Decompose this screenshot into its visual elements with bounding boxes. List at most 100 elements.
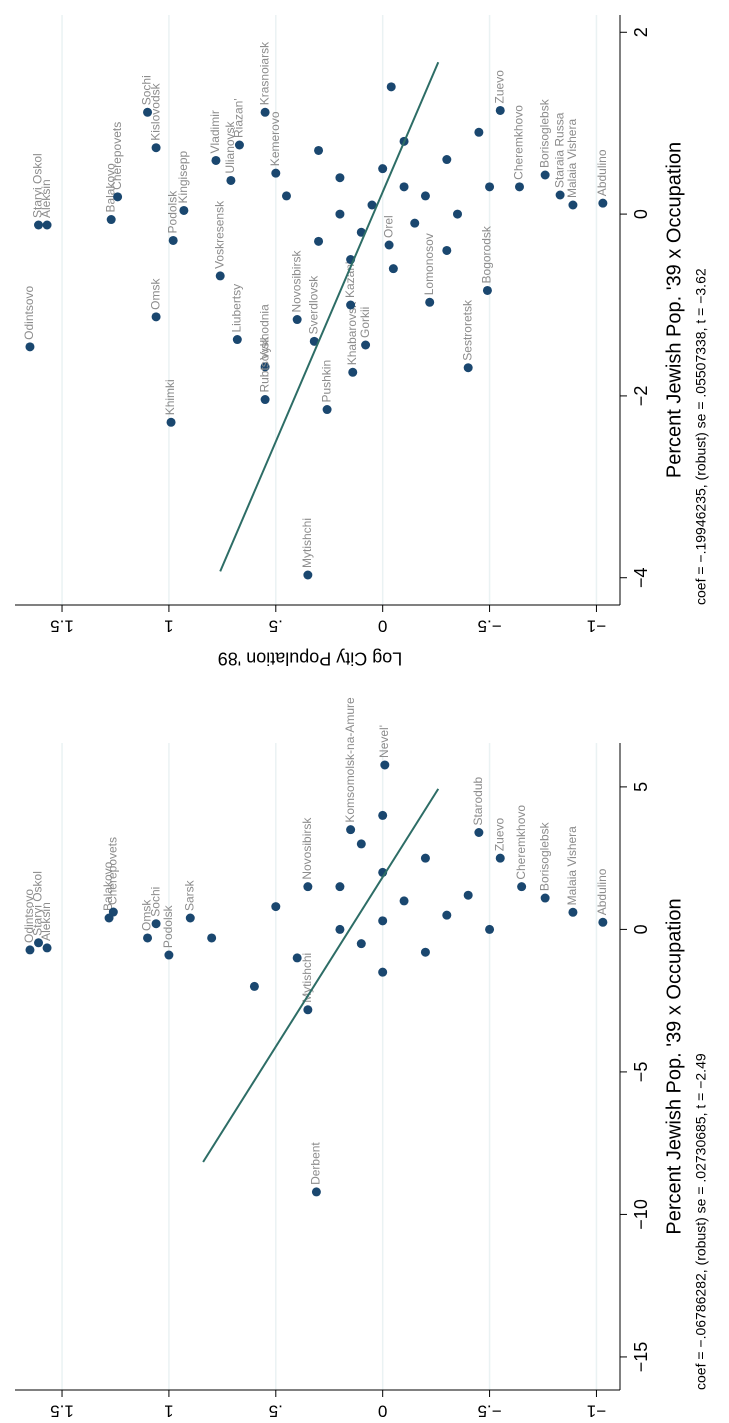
x-tick-label: −10	[631, 1199, 651, 1230]
y-tick-label: −.5	[478, 617, 502, 636]
point	[232, 335, 242, 345]
point	[211, 155, 221, 165]
point	[495, 105, 505, 115]
point-label: Sochi	[140, 75, 154, 105]
point-label: Liubertsy	[229, 284, 243, 333]
point	[346, 300, 356, 310]
point	[367, 200, 377, 210]
point	[540, 893, 550, 903]
point	[425, 297, 435, 307]
point-label: Zuevo	[492, 70, 506, 104]
point	[322, 405, 332, 415]
note: coef = −.06786282, (robust) se = .027306…	[693, 1053, 709, 1390]
point	[215, 271, 225, 281]
point	[151, 919, 161, 929]
point	[361, 340, 371, 350]
point	[442, 155, 452, 165]
point	[335, 209, 345, 219]
point-label: Sverdlovsk	[306, 275, 320, 335]
y-axis-title: Log City Population '89	[218, 648, 403, 668]
point	[598, 198, 608, 208]
point	[311, 1187, 321, 1197]
x-tick-label: 2	[631, 27, 651, 37]
point	[378, 967, 388, 977]
point-label: Sestroretsk	[460, 299, 474, 361]
point	[260, 107, 270, 117]
point	[410, 218, 420, 228]
point	[378, 810, 388, 820]
point-label: Lomonosov	[422, 233, 436, 295]
x-axis-title: Percent Jewish Pop. '39 x Occupation	[663, 898, 685, 1234]
point	[335, 882, 345, 892]
point	[292, 953, 302, 963]
point	[185, 913, 195, 923]
point	[281, 191, 291, 201]
point-label: Zuevo	[492, 817, 506, 851]
y-tick-label: .5	[269, 1402, 283, 1421]
point	[143, 933, 153, 943]
y-tick-label: −1	[587, 617, 606, 636]
point-label: Staraia Russa	[552, 112, 566, 188]
point	[309, 336, 319, 346]
point	[25, 342, 35, 352]
point	[34, 220, 44, 230]
point	[495, 853, 505, 863]
point	[42, 220, 52, 230]
point	[517, 882, 527, 892]
point	[292, 315, 302, 325]
point	[399, 182, 409, 192]
point-label: Sarsk	[182, 879, 196, 911]
note: coef = −.19946235, (robust) se = .055073…	[693, 268, 709, 605]
point-label: Balakovo	[103, 163, 117, 213]
point	[151, 143, 161, 153]
point	[568, 200, 578, 210]
point	[34, 938, 44, 948]
y-tick-label: −.5	[478, 1402, 502, 1421]
point	[335, 924, 345, 934]
y-tick-label: 1	[164, 617, 173, 636]
point	[108, 907, 118, 917]
x-tick-label: 0	[631, 924, 651, 934]
point	[388, 264, 398, 274]
point	[348, 367, 358, 377]
point-label: Voskresensk	[212, 200, 226, 269]
point-label: Cherepovets	[106, 837, 120, 905]
point	[166, 417, 176, 427]
point	[234, 140, 244, 150]
point	[485, 924, 495, 934]
point	[303, 570, 313, 580]
point-label: Staryi Oskol	[31, 153, 45, 218]
point	[442, 245, 452, 255]
point	[399, 896, 409, 906]
point	[598, 917, 608, 927]
point-label: Orel	[381, 215, 395, 238]
point	[151, 312, 161, 322]
point	[485, 182, 495, 192]
point-label: Khimki	[163, 379, 177, 415]
fit-line	[219, 61, 440, 572]
point	[303, 882, 313, 892]
point-label: Komsomolsk-na-Amure	[343, 697, 357, 823]
point	[420, 947, 430, 957]
point	[378, 916, 388, 926]
point	[271, 902, 281, 912]
point-label: Novosibirsk	[300, 817, 314, 880]
x-tick-label: 0	[631, 209, 651, 219]
point-label: Borisoglebsk	[537, 98, 551, 168]
point	[271, 168, 281, 178]
y-tick-label: 1.5	[50, 1402, 74, 1421]
point	[346, 825, 356, 835]
point-label: Sochi	[148, 887, 162, 917]
point-label: Cheremkhovo	[514, 805, 528, 880]
point-label: Kemerovo	[268, 111, 282, 166]
point	[314, 236, 324, 246]
point	[442, 910, 452, 920]
point	[168, 235, 178, 245]
point	[482, 285, 492, 295]
point-label: Malaia Vishera	[565, 826, 579, 905]
point-label: Omsk	[148, 277, 162, 309]
point-label: Krasnoiarsk	[257, 41, 271, 105]
y-tick-label: −1	[587, 1402, 606, 1421]
